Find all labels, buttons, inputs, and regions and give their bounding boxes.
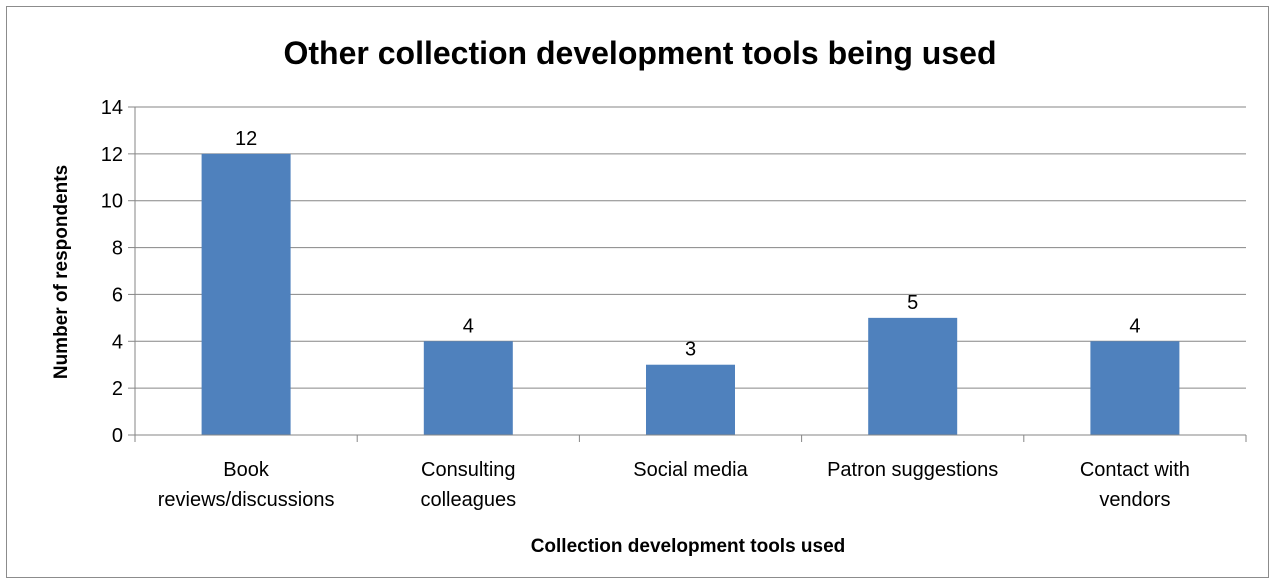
data-labels: 12 4 3 5 4 — [235, 128, 1140, 361]
y-tick-label: 8 — [112, 238, 123, 260]
x-tick-label: Contact with vendors — [1080, 459, 1190, 511]
data-label: 4 — [463, 315, 474, 337]
y-axis-title: Number of respondents — [51, 165, 72, 379]
data-label: 12 — [235, 128, 257, 150]
y-tick-label: 2 — [112, 378, 123, 400]
bars — [201, 153, 1180, 435]
x-tick-label: Book reviews/discussions — [158, 459, 335, 511]
x-axis-title: Collection development tools used — [531, 536, 846, 557]
y-tick-label: 6 — [112, 284, 123, 306]
axes: 0 2 4 6 8 10 12 14 Book reviews/discussions Consul… — [101, 97, 1247, 511]
data-label: 3 — [685, 339, 696, 361]
bar — [646, 364, 735, 435]
x-tick-label: Social media — [633, 459, 748, 481]
data-label: 5 — [907, 292, 918, 314]
y-tick-label: 10 — [101, 191, 123, 213]
x-tick-label: Patron suggestions — [827, 459, 998, 481]
y-tick-label: 4 — [112, 331, 123, 353]
data-label: 4 — [1129, 315, 1140, 337]
bar — [201, 153, 291, 435]
bar — [1090, 341, 1180, 435]
chart-title: Other collection development tools being… — [284, 35, 997, 71]
y-tick-label: 14 — [101, 97, 123, 119]
bar — [423, 341, 513, 435]
y-tick-label: 12 — [101, 144, 123, 166]
y-tick-label: 0 — [112, 425, 123, 447]
bar — [868, 317, 958, 435]
x-tick-label: Consulting colleagues — [420, 459, 516, 511]
